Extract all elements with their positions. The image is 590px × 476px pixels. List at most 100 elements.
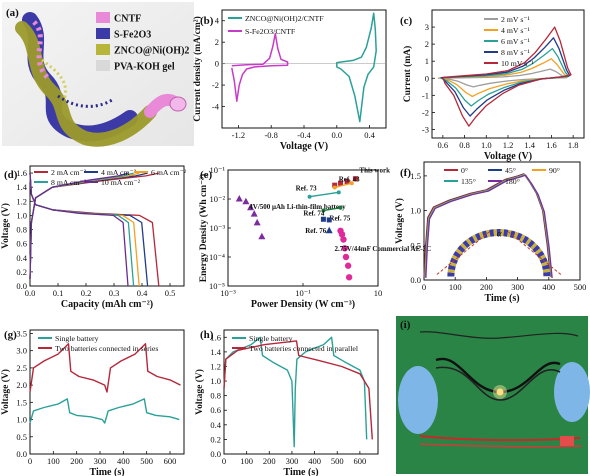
group-label: This work bbox=[359, 167, 390, 175]
legend-label: S-Fe2O3/CNTF bbox=[245, 27, 296, 36]
plot-frame bbox=[29, 165, 185, 287]
triangle-marker bbox=[258, 232, 266, 240]
square-marker bbox=[326, 217, 332, 223]
y-axis-label: Voltage (V) bbox=[0, 203, 11, 249]
ref-point bbox=[321, 208, 326, 213]
led-light bbox=[496, 388, 504, 396]
circle-marker bbox=[345, 274, 353, 281]
y-tick-label: 1.0 bbox=[210, 376, 221, 386]
legend-label: 4 mV s⁻¹ bbox=[501, 26, 531, 35]
x-tick-label: 10⁻³ bbox=[220, 288, 236, 298]
x-tick-label: 0.2 bbox=[81, 288, 92, 298]
circle-marker bbox=[341, 245, 348, 252]
triangle-marker bbox=[250, 210, 258, 217]
x-tick-label: 0.4 bbox=[137, 288, 148, 298]
x-tick-label: 0.1 bbox=[53, 288, 64, 298]
y-tick-label: 0.0 bbox=[16, 449, 27, 459]
y-tick-label: 0.4 bbox=[210, 420, 221, 430]
cv-curve-1 bbox=[231, 32, 289, 102]
group-label: Ref. 73 bbox=[296, 185, 317, 193]
discharge-curve-2 bbox=[29, 173, 140, 287]
x-tick-label: 400 bbox=[308, 456, 321, 466]
y-axis-label: Energy Density (Wh cm⁻³) bbox=[198, 174, 209, 282]
x-tick-label: 300 bbox=[94, 456, 107, 466]
y-axis-label: Current density (mA/cm²) bbox=[192, 16, 203, 122]
legend-label: 0° bbox=[461, 166, 468, 175]
legend-swatch bbox=[96, 12, 110, 23]
y-tick-label: -2 bbox=[422, 107, 429, 117]
panel-letter: (b) bbox=[200, 15, 214, 27]
legend-label: 10 mV s⁻¹ bbox=[501, 59, 534, 68]
x-tick-label: 600 bbox=[354, 456, 367, 466]
panel-letter: (h) bbox=[200, 329, 214, 341]
gcd-curve-2 bbox=[424, 173, 552, 278]
x-tick-label: 600 bbox=[164, 456, 177, 466]
y-tick-label: 1.0 bbox=[16, 415, 27, 425]
charge-curve-4 bbox=[29, 172, 129, 279]
twisted-fiber-illustration bbox=[15, 12, 187, 147]
y-tick-label: 10⁻⁵ bbox=[209, 281, 225, 291]
panel-c: (c) 0.6 0.8 1.0 1.2 1.4 1.6 1.8 -3 -2 -1 0 1 2 3 Voltag… bbox=[400, 9, 585, 162]
ref-point bbox=[349, 181, 354, 186]
charge-curve-3 bbox=[29, 172, 134, 279]
square-marker bbox=[352, 176, 358, 182]
y-tick-label: 2.0 bbox=[16, 380, 27, 390]
ref-point bbox=[332, 185, 337, 190]
square-marker bbox=[320, 216, 326, 222]
triangle-marker bbox=[235, 195, 243, 202]
panel-a-legend: CNTF S-Fe2O3 ZNCO@Ni(OH)2 PVA-KOH gel bbox=[96, 12, 189, 73]
cv-curve-4 bbox=[442, 26, 572, 127]
left-glove bbox=[398, 366, 438, 434]
x-tick-label: 400 bbox=[117, 456, 130, 466]
x-tick-label: -1.2 bbox=[232, 130, 245, 140]
y-tick-label: 10⁻¹ bbox=[209, 165, 225, 175]
y-tick-label: -4 bbox=[212, 102, 220, 112]
x-tick-label: 500 bbox=[331, 456, 344, 466]
circle-marker bbox=[344, 262, 352, 269]
red-wire bbox=[419, 435, 581, 442]
group-label: 2.75V/44mF Commercial AE-2C bbox=[335, 245, 432, 253]
red-clip bbox=[560, 436, 574, 446]
y-tick-label: 0.4 bbox=[16, 253, 27, 263]
legend-label: S-Fe2O3 bbox=[114, 30, 151, 41]
x-axis-label: Time (s) bbox=[89, 467, 124, 476]
x-tick-label: 0.0 bbox=[331, 130, 342, 140]
y-tick-label: 1.4 bbox=[210, 347, 221, 357]
voltage-curve-0 bbox=[223, 336, 368, 448]
y-tick-label: 1.2 bbox=[210, 361, 221, 371]
circle-marker bbox=[340, 236, 347, 243]
voltage-curve-1 bbox=[223, 340, 373, 440]
x-tick-label: 200 bbox=[263, 456, 276, 466]
gcd-curve-3 bbox=[424, 174, 553, 278]
panel-g: (g) 0 100 200 300 400 500 600 0.0 0.5 1.0 1.5 2.0 2.5… bbox=[0, 328, 185, 476]
ref-line-4 bbox=[309, 191, 339, 198]
y-tick-label: 1.0 bbox=[16, 210, 27, 220]
x-tick-label: 1.2 bbox=[503, 140, 514, 150]
x-tick-label: 100 bbox=[47, 456, 60, 466]
legend-label: Single battery bbox=[55, 334, 99, 343]
plot-frame bbox=[223, 329, 379, 455]
x-tick-label: 10 bbox=[374, 288, 383, 298]
triangle-marker bbox=[247, 203, 255, 211]
ref-line-3 bbox=[334, 182, 352, 189]
y-tick-label: -1 bbox=[422, 90, 429, 100]
triangle-marker bbox=[325, 226, 333, 234]
panel-i-letter: (i) bbox=[400, 319, 411, 331]
charge-curve-1 bbox=[29, 172, 148, 279]
triangle-marker bbox=[253, 218, 261, 226]
x-tick-label: 500 bbox=[574, 282, 587, 292]
legend-label: 180° bbox=[505, 177, 520, 186]
square-marker bbox=[344, 179, 350, 185]
y-tick-label: 3 bbox=[425, 22, 429, 32]
x-tick-label: 0.0 bbox=[25, 288, 36, 298]
x-tick-label: 1.8 bbox=[568, 140, 579, 150]
ref-point bbox=[307, 194, 312, 199]
y-tick-label: 0.5 bbox=[16, 432, 27, 442]
x-tick-label: 100 bbox=[449, 282, 462, 292]
legend-label: Single battery bbox=[249, 334, 293, 343]
x-tick-label: 300 bbox=[511, 282, 524, 292]
x-tick-label: 1.6 bbox=[546, 140, 557, 150]
panel-letter: (f) bbox=[400, 167, 411, 179]
circle-marker bbox=[342, 253, 350, 261]
panel-letter: (e) bbox=[200, 169, 213, 181]
